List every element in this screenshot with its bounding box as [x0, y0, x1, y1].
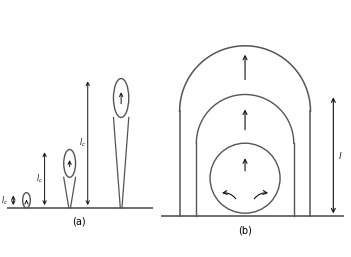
Text: (a): (a) [73, 216, 86, 226]
Text: $l$: $l$ [338, 150, 342, 161]
Text: (b): (b) [238, 225, 252, 235]
Text: $l_c$: $l_c$ [1, 194, 8, 207]
Text: $l_c$: $l_c$ [79, 137, 86, 150]
Text: $l_c$: $l_c$ [36, 172, 43, 185]
